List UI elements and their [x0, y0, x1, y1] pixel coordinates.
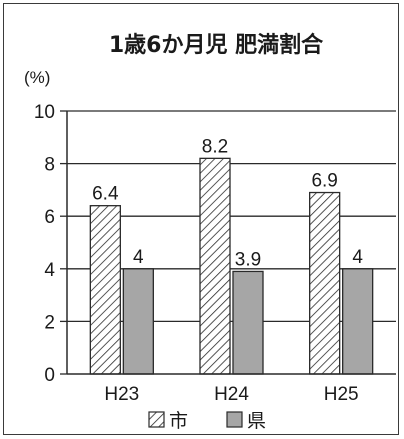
data-label: 4: [352, 247, 363, 268]
chart-frame: 1歳6か月児 肥満割合 (%) 0 2 4 6 8 10 6.4 4 8.2 3.9 6.9 4 H…: [3, 3, 399, 435]
legend: 市県: [148, 410, 266, 432]
legend-swatch-ken: [226, 411, 243, 428]
y-tick-label: 2: [44, 312, 55, 333]
data-label: 6.9: [311, 171, 337, 192]
bar-shi: [309, 191, 341, 375]
x-axis-ticks: H23 H24 H25: [104, 384, 358, 405]
data-labels: 6.4 4 8.2 3.9 6.9 4: [92, 136, 363, 270]
y-axis-unit: (%): [24, 68, 50, 87]
x-tick-label: H24: [214, 384, 249, 405]
bar-ken: [342, 268, 374, 375]
x-tick-label: H25: [324, 384, 359, 405]
legend-label-shi: 市: [169, 410, 188, 432]
gridlines: [67, 110, 396, 323]
legend-label-ken: 県: [247, 410, 266, 432]
y-tick-label: 10: [34, 102, 55, 123]
axes: [66, 111, 396, 375]
data-label: 8.2: [202, 136, 228, 157]
bars: [89, 157, 374, 375]
bar-shi: [199, 157, 231, 375]
legend-swatch-shi: [148, 411, 165, 428]
y-axis-ticks: 0 2 4 6 8 10: [34, 102, 67, 386]
x-tick-label: H23: [104, 384, 139, 405]
bar-shi: [89, 205, 121, 375]
chart-title: 1歳6か月児 肥満割合: [109, 32, 324, 58]
data-label: 6.4: [92, 184, 119, 205]
y-tick-label: 6: [44, 207, 55, 228]
bar-chart: 1歳6か月児 肥満割合 (%) 0 2 4 6 8 10 6.4 4 8.2 3.9 6.9 4 H…: [24, 32, 396, 432]
y-tick-label: 0: [44, 365, 55, 386]
y-tick-label: 4: [44, 260, 55, 281]
bar-ken: [232, 270, 264, 375]
data-label: 4: [133, 247, 144, 268]
data-label: 3.9: [235, 249, 261, 270]
y-tick-label: 8: [44, 155, 55, 176]
bar-ken: [122, 268, 154, 375]
